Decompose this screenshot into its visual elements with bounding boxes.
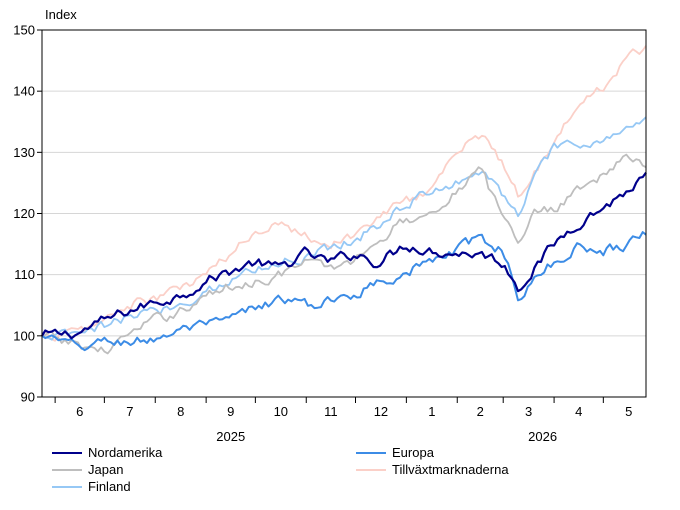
legend-swatch — [52, 468, 82, 471]
y-axis-label: Index — [45, 7, 77, 22]
y-tick-label: 110 — [14, 267, 35, 282]
legend-swatch — [356, 468, 386, 471]
legend-item-finland: Finland — [52, 478, 131, 495]
x-tick-label: 11 — [324, 404, 338, 419]
year-label: 2025 — [216, 429, 245, 444]
x-tick-label: 3 — [525, 404, 532, 419]
x-tick-label: 4 — [575, 404, 582, 419]
legend-item-tillvaxtmarknaderna: Tillväxtmarknaderna — [356, 461, 509, 478]
x-tick-label: 8 — [177, 404, 184, 419]
x-tick-label: 9 — [227, 404, 234, 419]
x-tick-label: 5 — [625, 404, 632, 419]
x-tick-label: 1 — [428, 404, 435, 419]
legend-label: Tillväxtmarknaderna — [392, 462, 509, 477]
y-tick-label: 150 — [13, 23, 35, 38]
x-tick-label: 7 — [126, 404, 133, 419]
series-line-finland — [41, 116, 647, 341]
y-axis: 90 100 110 120 130 140 150 — [13, 23, 42, 405]
series-line-japan — [41, 153, 647, 355]
year-label: 2026 — [528, 429, 557, 444]
y-tick-label: 140 — [13, 84, 35, 99]
x-tick-label: 6 — [76, 404, 83, 419]
x-tick-label: 2 — [477, 404, 484, 419]
legend-swatch — [52, 485, 82, 488]
y-tick-label: 90 — [21, 390, 35, 405]
x-tick-label: 12 — [374, 404, 388, 419]
legend-item-japan: Japan — [52, 461, 123, 478]
y-tick-label: 100 — [13, 328, 35, 343]
y-tick-label: 120 — [13, 206, 35, 221]
legend-swatch — [52, 451, 82, 454]
gridlines — [42, 90, 646, 337]
legend: Nordamerika Europa Japan Tillväxtmarknad… — [0, 442, 680, 510]
x-tick-label: 10 — [274, 404, 288, 419]
legend-item-europa: Europa — [356, 444, 434, 461]
legend-label: Nordamerika — [88, 445, 163, 460]
series-line-nordamerika — [41, 171, 647, 340]
legend-label: Japan — [88, 462, 124, 477]
legend-label: Finland — [88, 479, 131, 494]
y-tick-label: 130 — [13, 145, 35, 160]
legend-swatch — [356, 451, 386, 454]
series-line-europa — [41, 231, 647, 352]
legend-label: Europa — [392, 445, 434, 460]
series-line-tillväxtmarknaderna — [41, 45, 647, 342]
series-lines — [41, 45, 647, 355]
legend-item-nordamerika: Nordamerika — [52, 444, 162, 461]
